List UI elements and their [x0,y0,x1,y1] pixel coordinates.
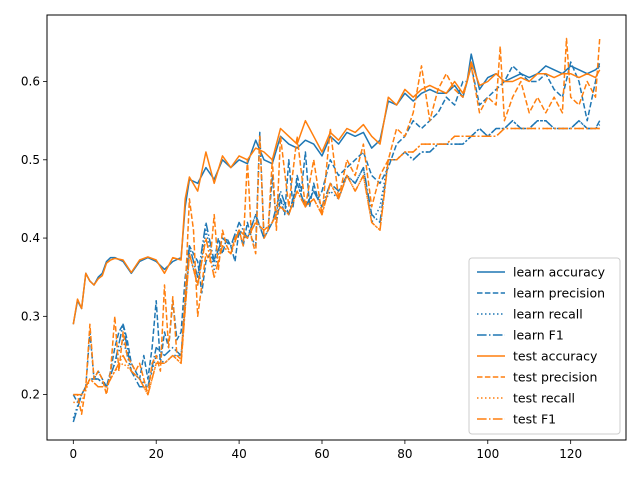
x-tick-label: 60 [314,447,329,461]
legend-label: learn F1 [513,328,564,343]
y-tick-label: 0.2 [21,388,40,402]
x-axis: 0 20 40 60 80 100 120 [69,440,582,461]
y-tick-label: 0.6 [21,75,40,89]
legend-label: test recall [513,391,575,406]
axes-frame [46,14,627,441]
legend: learn accuracy learn precision learn recal… [468,257,621,435]
y-axis: 0.2 0.3 0.4 0.5 0.6 [21,75,47,402]
legend-label: learn accuracy [513,265,606,280]
legend-label: test precision [513,370,597,385]
y-tick-label: 0.5 [21,153,40,167]
series-line-learn-F1 [72,119,601,423]
legend-label: test accuracy [513,349,598,364]
x-tick-label: 40 [231,447,246,461]
series-line-test-F1 [73,127,600,396]
x-tick-label: 100 [476,447,499,461]
series-line-test-precision [73,37,601,415]
series-line-test-accuracy [72,61,601,325]
series-layer [72,37,601,423]
x-tick-label: 120 [559,447,582,461]
y-tick-label: 0.4 [21,231,40,245]
legend-box [468,257,621,435]
legend-label: test F1 [513,412,556,427]
x-tick-label: 0 [69,447,77,461]
series-line-learn-recall [72,119,601,419]
legend-label: learn precision [513,286,605,301]
x-tick-label: 80 [397,447,412,461]
y-tick-label: 0.3 [21,309,40,323]
x-tick-label: 20 [149,447,164,461]
plot-area [72,37,601,423]
legend-label: learn recall [513,307,583,322]
